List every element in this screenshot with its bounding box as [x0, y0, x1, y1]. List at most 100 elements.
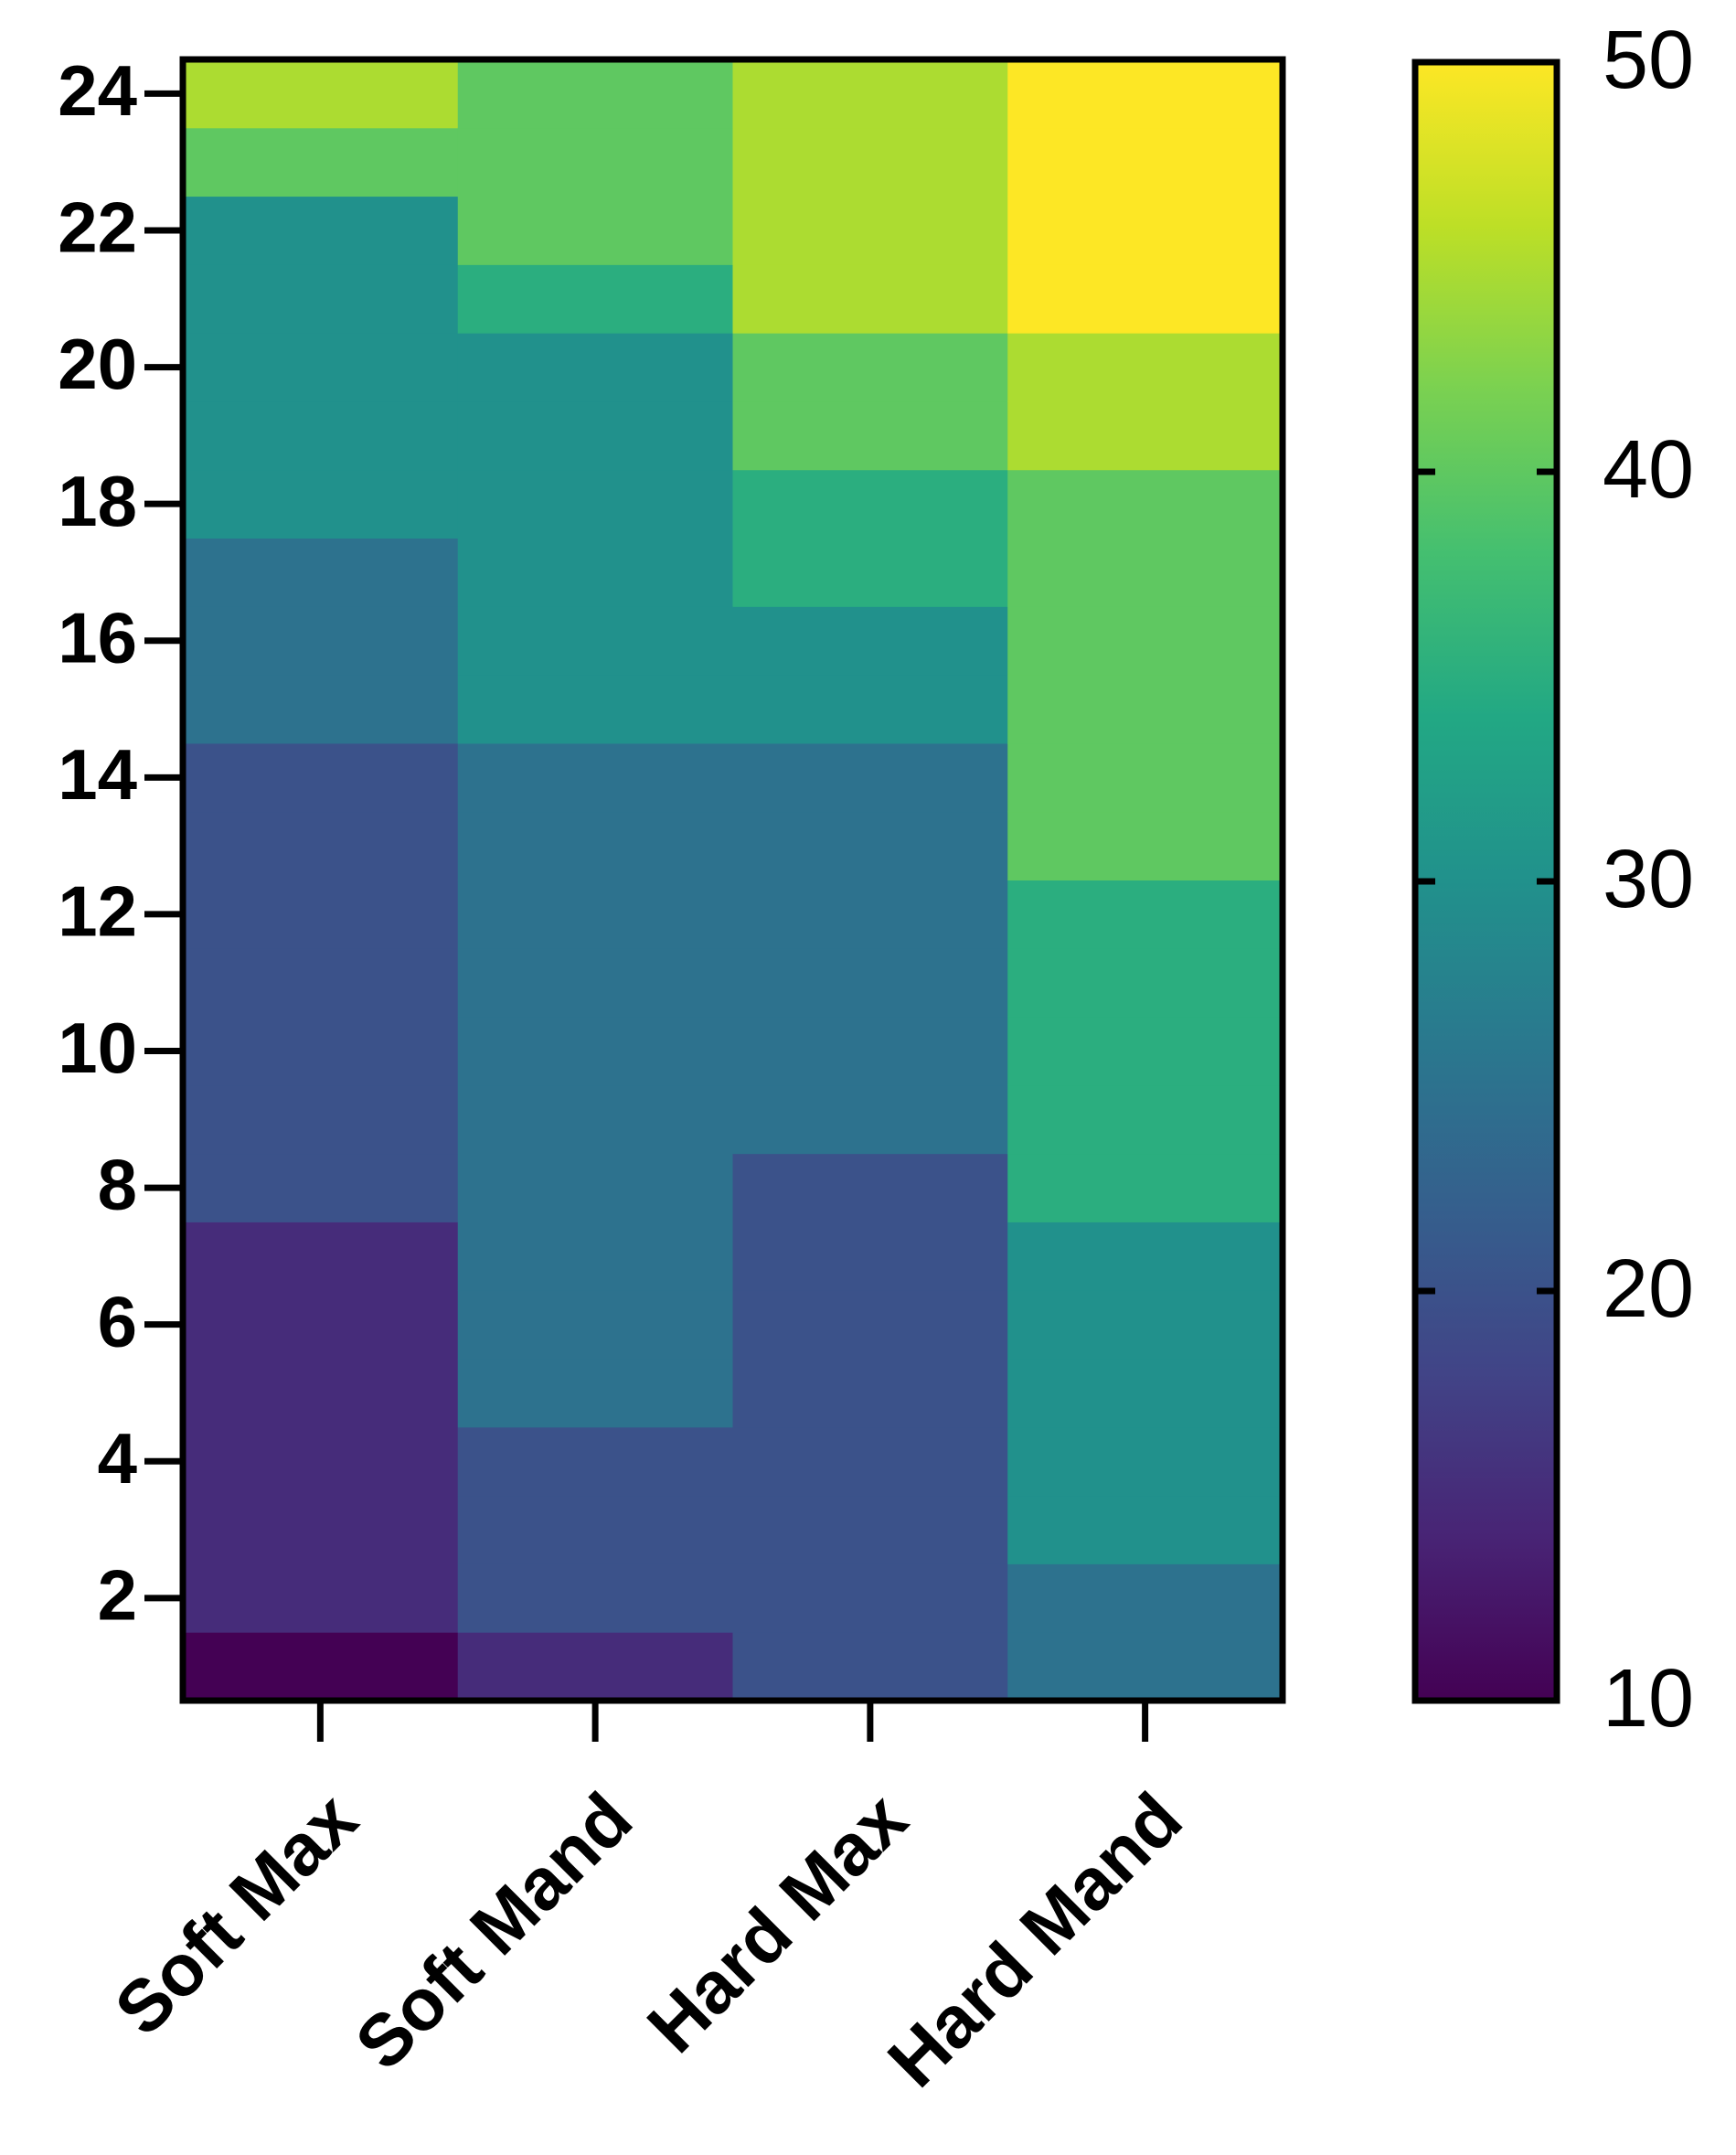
heatmap-cell: [183, 1017, 459, 1086]
heatmap-cell: [732, 1153, 1008, 1222]
heatmap-cell: [183, 400, 459, 471]
heatmap-cell: [457, 742, 733, 813]
y-tick-label: 10: [58, 1008, 137, 1088]
heatmap-cell: [183, 196, 459, 265]
heatmap-cell: [732, 1222, 1008, 1291]
heatmap-cell: [732, 811, 1008, 880]
heatmap-cell: [183, 1222, 459, 1291]
y-tick-label: 12: [58, 871, 137, 952]
heatmap-cell: [1007, 1017, 1283, 1086]
heatmap-cell: [457, 675, 733, 744]
heatmap-cell: [732, 400, 1008, 471]
heatmap-cell: [1007, 1084, 1283, 1155]
heatmap-cell: [183, 880, 459, 949]
heatmap-cell: [732, 469, 1008, 539]
heatmap-cell: [1007, 1632, 1283, 1702]
heatmap-cell: [457, 127, 733, 197]
heatmap-cell: [457, 1563, 733, 1633]
heatmap-cell: [183, 1495, 459, 1564]
heatmap-cell: [732, 264, 1008, 334]
heatmap-cell: [457, 264, 733, 334]
heatmap-cell: [732, 1632, 1008, 1702]
heatmap-cell: [183, 538, 459, 607]
heatmap-cell: [1007, 1290, 1283, 1360]
heatmap-cell: [457, 1153, 733, 1222]
heatmap-cell: [1007, 948, 1283, 1018]
heatmap-cell: [732, 948, 1008, 1018]
heatmap-cell: [732, 880, 1008, 949]
heatmap-cell: [457, 196, 733, 265]
heatmap-cell: [183, 1153, 459, 1222]
heatmap-cell: [732, 1017, 1008, 1086]
y-tick-label: 2: [98, 1554, 137, 1635]
heatmap-cell: [457, 1495, 733, 1564]
x-tick-label: Hard Mand: [872, 1777, 1197, 2102]
heatmap-cell: [1007, 1426, 1283, 1497]
heatmap-cell: [1007, 1563, 1283, 1633]
colorbar-tick-label: 10: [1603, 1653, 1694, 1744]
y-tick-label: 8: [98, 1145, 137, 1225]
heatmap-cell: [457, 811, 733, 880]
heatmap-cell: [183, 675, 459, 744]
x-tick-label: Soft Max: [100, 1777, 373, 2051]
heatmap-cell: [1007, 400, 1283, 471]
heatmap-cell: [1007, 1153, 1283, 1222]
colorbar-tick-label: 50: [1603, 15, 1694, 106]
heatmap-cell: [457, 880, 733, 949]
heatmap-cell: [183, 333, 459, 402]
heatmap-cell: [732, 59, 1008, 129]
heatmap-cell: [1007, 469, 1283, 539]
heatmap-cell: [457, 538, 733, 607]
heatmap-cell: [732, 606, 1008, 676]
heatmap-cell: [732, 1084, 1008, 1155]
y-tick-label: 18: [58, 461, 137, 541]
heatmap-cell: [183, 1359, 459, 1428]
heatmap-cell: [183, 469, 459, 539]
heatmap-cell: [732, 333, 1008, 402]
colorbar-tick-label: 30: [1603, 834, 1694, 925]
x-tick-label: Hard Max: [632, 1777, 922, 2068]
heatmap-cell: [1007, 675, 1283, 744]
heatmap-cell: [457, 1426, 733, 1497]
colorbar: [1411, 59, 1560, 1704]
heatmap-cell: [1007, 127, 1283, 197]
heatmap-cell: [457, 1632, 733, 1702]
y-tick-label: 16: [58, 597, 137, 677]
heatmap-cell: [183, 606, 459, 676]
heatmap-cell: [183, 1632, 459, 1702]
heatmap-cell: [183, 59, 459, 129]
heatmap-cell: [1007, 264, 1283, 334]
heatmap-cell: [732, 196, 1008, 265]
heatmap-cell: [1007, 811, 1283, 880]
colorbar-tick-label: 20: [1603, 1243, 1694, 1335]
heatmap-cell: [732, 1495, 1008, 1564]
heatmap-cell: [457, 948, 733, 1018]
heatmap-cell: [732, 538, 1008, 607]
heatmap-cell: [732, 1426, 1008, 1497]
plot-frame: [179, 56, 1286, 1704]
heatmap-cell: [732, 1563, 1008, 1633]
y-tick-label: 6: [98, 1281, 137, 1361]
heatmap-cell: [1007, 333, 1283, 402]
heatmap-cell: [1007, 880, 1283, 949]
heatmap-cell: [732, 675, 1008, 744]
y-tick-label: 14: [58, 734, 137, 815]
y-tick-label: 20: [58, 324, 137, 404]
heatmap-cell: [1007, 538, 1283, 607]
heatmap-cell: [183, 811, 459, 880]
heatmap-cell: [183, 1084, 459, 1155]
heatmap-cell: [1007, 742, 1283, 813]
heatmap-cell: [1007, 1495, 1283, 1564]
heatmap-cell: [183, 742, 459, 813]
heatmap-cell: [457, 1222, 733, 1291]
heatmap-cell: [457, 469, 733, 539]
heatmap-cell: [183, 1563, 459, 1633]
heatmap-cell: [1007, 1222, 1283, 1291]
heatmap-cell: [457, 400, 733, 471]
heatmap-cell: [183, 264, 459, 334]
heatmap-cell: [1007, 196, 1283, 265]
heatmap-cell: [457, 59, 733, 129]
y-tick-label: 24: [58, 50, 137, 131]
x-tick-label: Soft Mand: [340, 1777, 647, 2085]
